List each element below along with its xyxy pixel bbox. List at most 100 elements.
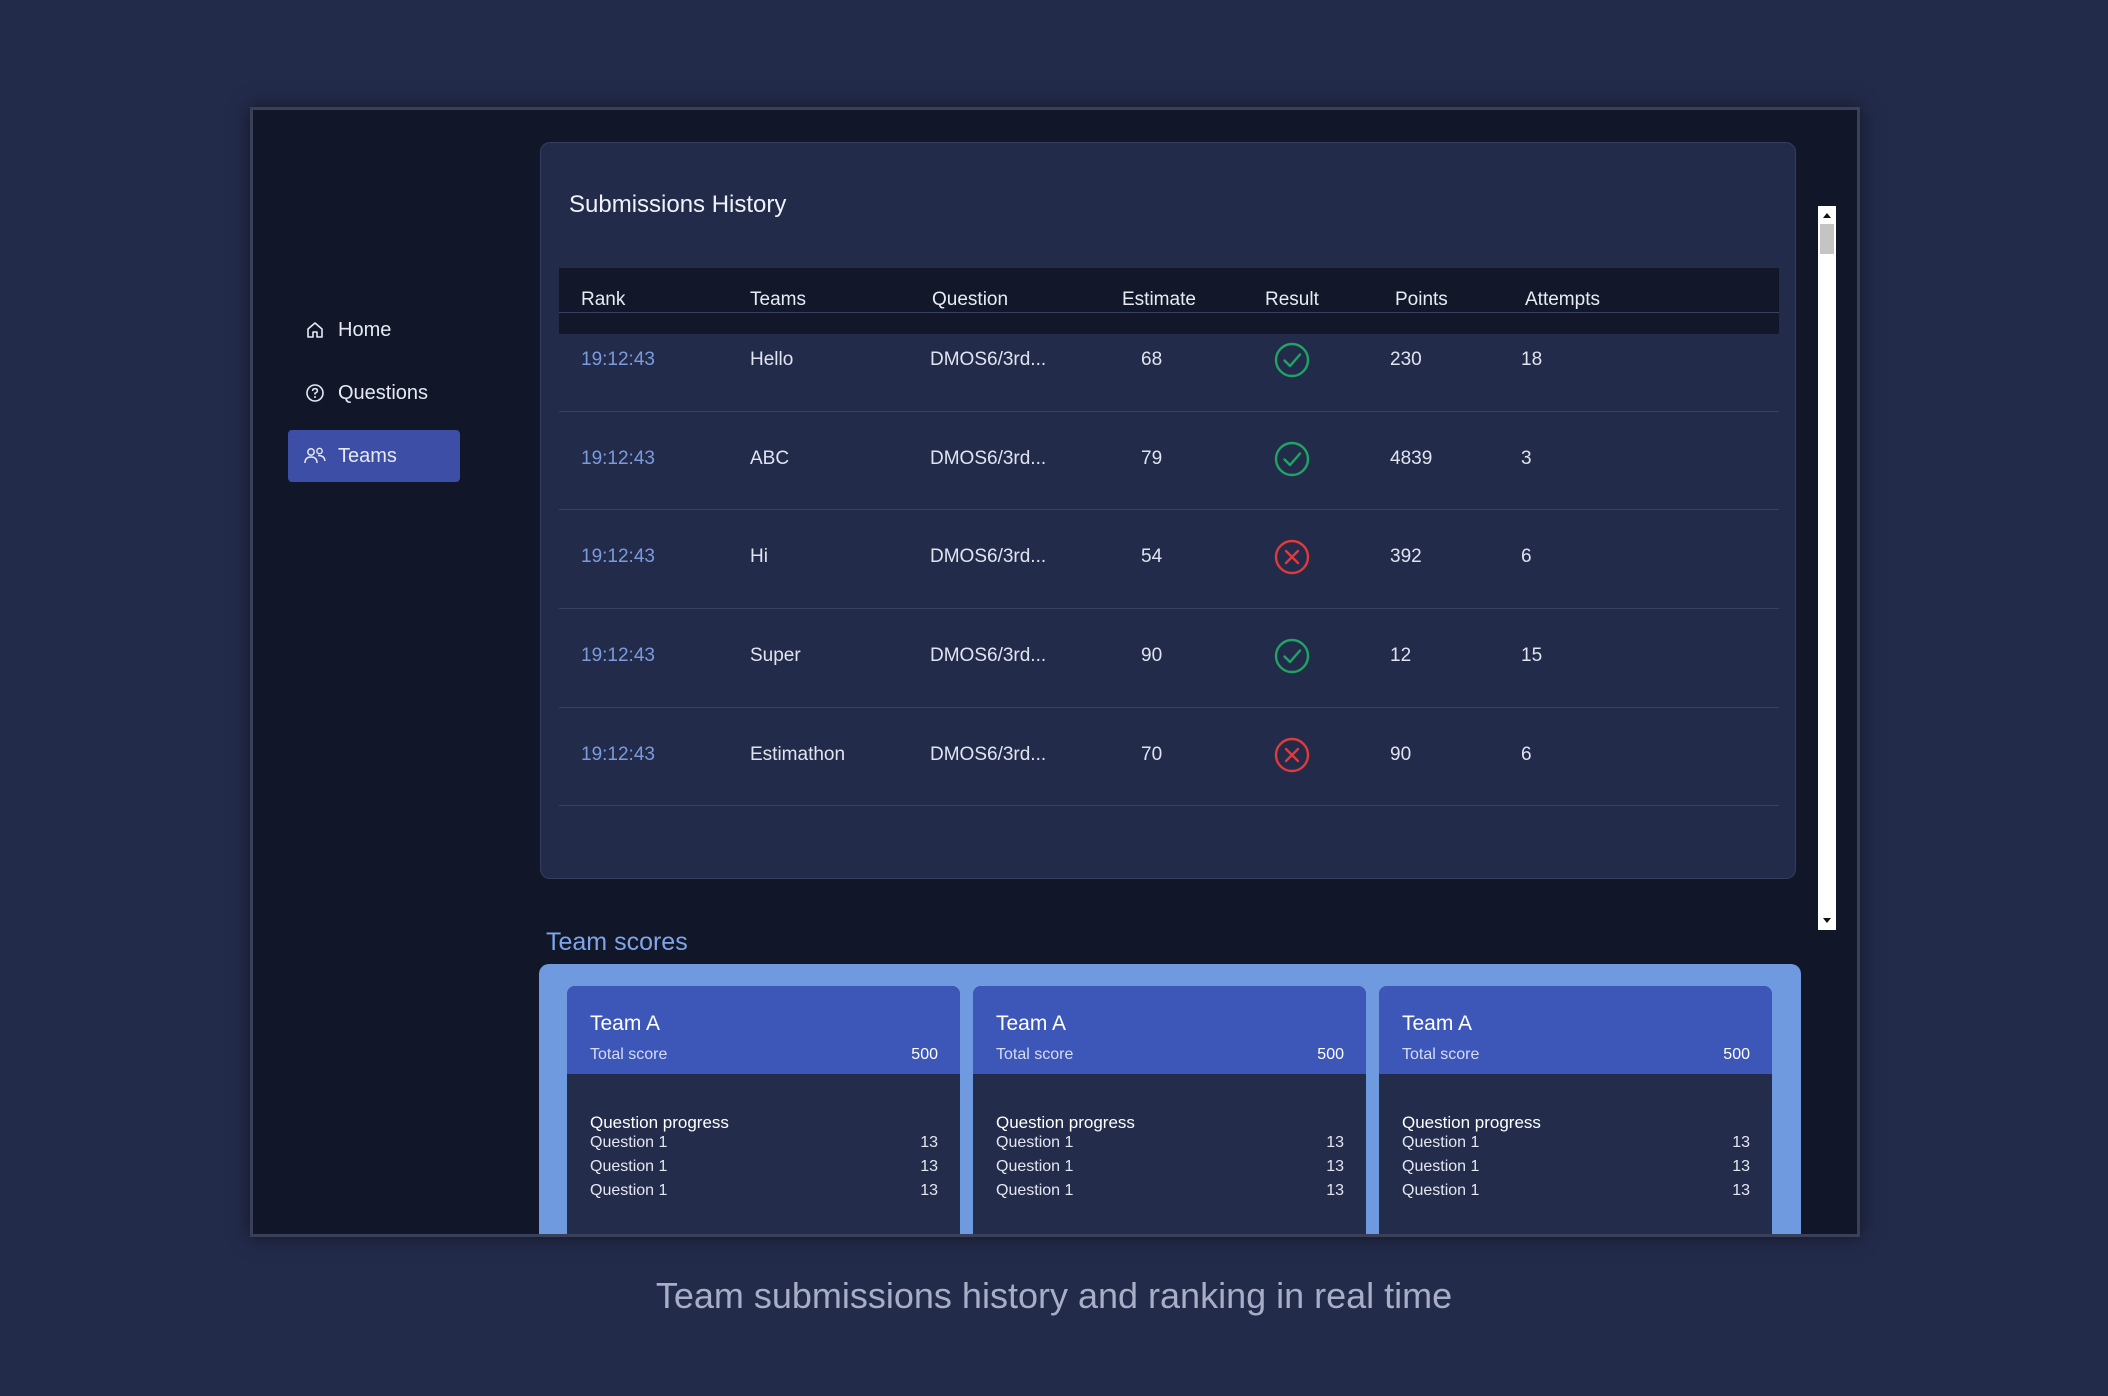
question-value: 13 xyxy=(1326,1134,1344,1151)
team-card-header: Team A Total score 500 xyxy=(1379,986,1772,1074)
team-name: Team A xyxy=(1402,1012,1473,1035)
row-divider xyxy=(559,707,1779,708)
cell-team: Hello xyxy=(750,349,794,370)
total-score-label: Total score xyxy=(1402,1046,1480,1063)
users-icon xyxy=(302,443,328,469)
sidebar-item-label: Teams xyxy=(338,444,397,467)
cell-question: DMOS6/3rd... xyxy=(930,448,1047,469)
question-value: 13 xyxy=(1732,1134,1750,1151)
question-label: Question 1 xyxy=(590,1182,668,1199)
question-label: Question 1 xyxy=(996,1158,1074,1175)
question-label: Question 1 xyxy=(590,1158,668,1175)
question-progress-label: Question progress xyxy=(590,1113,729,1132)
cell-rank[interactable]: 19:12:43 xyxy=(581,349,655,370)
cell-attempts: 15 xyxy=(1521,645,1543,666)
sidebar-item-label: Home xyxy=(338,318,392,341)
team-score-card[interactable]: Team A Total score 500 Question progress Que… xyxy=(1379,986,1772,1234)
team-name: Team A xyxy=(996,1012,1067,1035)
question-label: Question 1 xyxy=(590,1134,668,1151)
cell-question: DMOS6/3rd... xyxy=(930,744,1047,765)
check-circle-icon xyxy=(1273,440,1311,478)
sidebar-item-home[interactable]: Home xyxy=(288,304,460,356)
question-value: 13 xyxy=(1326,1182,1344,1199)
x-circle-icon xyxy=(1273,736,1311,774)
question-value: 13 xyxy=(920,1182,938,1199)
cell-rank[interactable]: 19:12:43 xyxy=(581,448,655,469)
app-window: Home Questions Teams Submissions History… xyxy=(250,107,1860,1237)
scrollbar[interactable] xyxy=(1818,206,1836,930)
question-label: Question 1 xyxy=(996,1134,1074,1151)
cell-attempts: 18 xyxy=(1521,349,1543,370)
cell-attempts: 3 xyxy=(1521,448,1532,469)
question-label: Question 1 xyxy=(1402,1158,1480,1175)
cell-estimate: 79 xyxy=(1141,448,1163,469)
team-score-card[interactable]: Team A Total score 500 Question progress Que… xyxy=(973,986,1366,1234)
cell-team: Hi xyxy=(750,546,768,567)
x-circle-icon xyxy=(1273,538,1311,576)
cell-points: 12 xyxy=(1390,645,1412,666)
cell-attempts: 6 xyxy=(1521,546,1532,567)
total-score-value: 500 xyxy=(911,1046,938,1063)
column-header-question[interactable]: Question xyxy=(932,289,1009,310)
column-header-rank[interactable]: Rank xyxy=(581,289,626,310)
column-header-estimate[interactable]: Estimate xyxy=(1122,289,1196,310)
scroll-thumb[interactable] xyxy=(1820,224,1834,254)
cell-points: 392 xyxy=(1390,546,1422,567)
question-label: Question 1 xyxy=(996,1182,1074,1199)
question-progress-label: Question progress xyxy=(996,1113,1135,1132)
total-score-label: Total score xyxy=(996,1046,1074,1063)
sidebar: Home Questions Teams xyxy=(253,110,513,1234)
table-header: Rank Teams Question Estimate Result Poin… xyxy=(559,268,1779,334)
team-card-header: Team A Total score 500 xyxy=(567,986,960,1074)
team-score-card[interactable]: Team A Total score 500 Question progress Que… xyxy=(567,986,960,1234)
scroll-down-arrow-icon[interactable] xyxy=(1818,912,1836,930)
question-label: Question 1 xyxy=(1402,1182,1480,1199)
cell-points: 4839 xyxy=(1390,448,1433,469)
column-header-points[interactable]: Points xyxy=(1395,289,1448,310)
team-name: Team A xyxy=(590,1012,661,1035)
cell-question: DMOS6/3rd... xyxy=(930,645,1047,666)
cell-estimate: 54 xyxy=(1141,546,1163,567)
submissions-title: Submissions History xyxy=(569,191,787,218)
row-divider xyxy=(559,312,1779,313)
cell-question: DMOS6/3rd... xyxy=(930,546,1047,567)
question-value: 13 xyxy=(920,1158,938,1175)
sidebar-item-questions[interactable]: Questions xyxy=(288,367,460,419)
team-scores-title: Team scores xyxy=(546,928,688,956)
sidebar-item-teams[interactable]: Teams xyxy=(288,430,460,482)
cell-rank[interactable]: 19:12:43 xyxy=(581,645,655,666)
home-icon xyxy=(302,317,328,343)
submissions-card: Submissions History Rank Teams Question … xyxy=(540,142,1796,879)
cell-estimate: 68 xyxy=(1141,349,1163,370)
cell-estimate: 90 xyxy=(1141,645,1163,666)
column-header-teams[interactable]: Teams xyxy=(750,289,806,310)
check-circle-icon xyxy=(1273,341,1311,379)
scroll-up-arrow-icon[interactable] xyxy=(1818,206,1836,224)
cell-rank[interactable]: 19:12:43 xyxy=(581,744,655,765)
cell-estimate: 70 xyxy=(1141,744,1163,765)
sidebar-item-label: Questions xyxy=(338,381,429,404)
cell-rank[interactable]: 19:12:43 xyxy=(581,546,655,567)
cell-team: Estimathon xyxy=(750,744,846,765)
question-value: 13 xyxy=(920,1134,938,1151)
column-header-result[interactable]: Result xyxy=(1265,289,1319,310)
cell-team: ABC xyxy=(750,448,790,469)
team-scores-panel: Team A Total score 500 Question progress Que… xyxy=(539,964,1801,1234)
cell-question: DMOS6/3rd... xyxy=(930,349,1047,370)
total-score-value: 500 xyxy=(1317,1046,1344,1063)
cell-team: Super xyxy=(750,645,801,666)
question-circle-icon xyxy=(302,380,328,406)
caption: Team submissions history and ranking in … xyxy=(655,1275,1453,1316)
column-header-attempts[interactable]: Attempts xyxy=(1525,289,1600,310)
cell-points: 90 xyxy=(1390,744,1412,765)
question-value: 13 xyxy=(1732,1158,1750,1175)
question-progress-label: Question progress xyxy=(1402,1113,1541,1132)
total-score-label: Total score xyxy=(590,1046,668,1063)
total-score-value: 500 xyxy=(1723,1046,1750,1063)
cell-points: 230 xyxy=(1390,349,1422,370)
row-divider xyxy=(559,509,1779,510)
check-circle-icon xyxy=(1273,637,1311,675)
row-divider xyxy=(559,608,1779,609)
cell-attempts: 6 xyxy=(1521,744,1532,765)
question-value: 13 xyxy=(1732,1182,1750,1199)
